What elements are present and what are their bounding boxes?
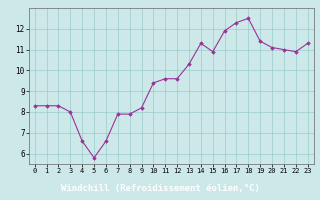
Text: Windchill (Refroidissement éolien,°C): Windchill (Refroidissement éolien,°C)	[60, 184, 260, 193]
